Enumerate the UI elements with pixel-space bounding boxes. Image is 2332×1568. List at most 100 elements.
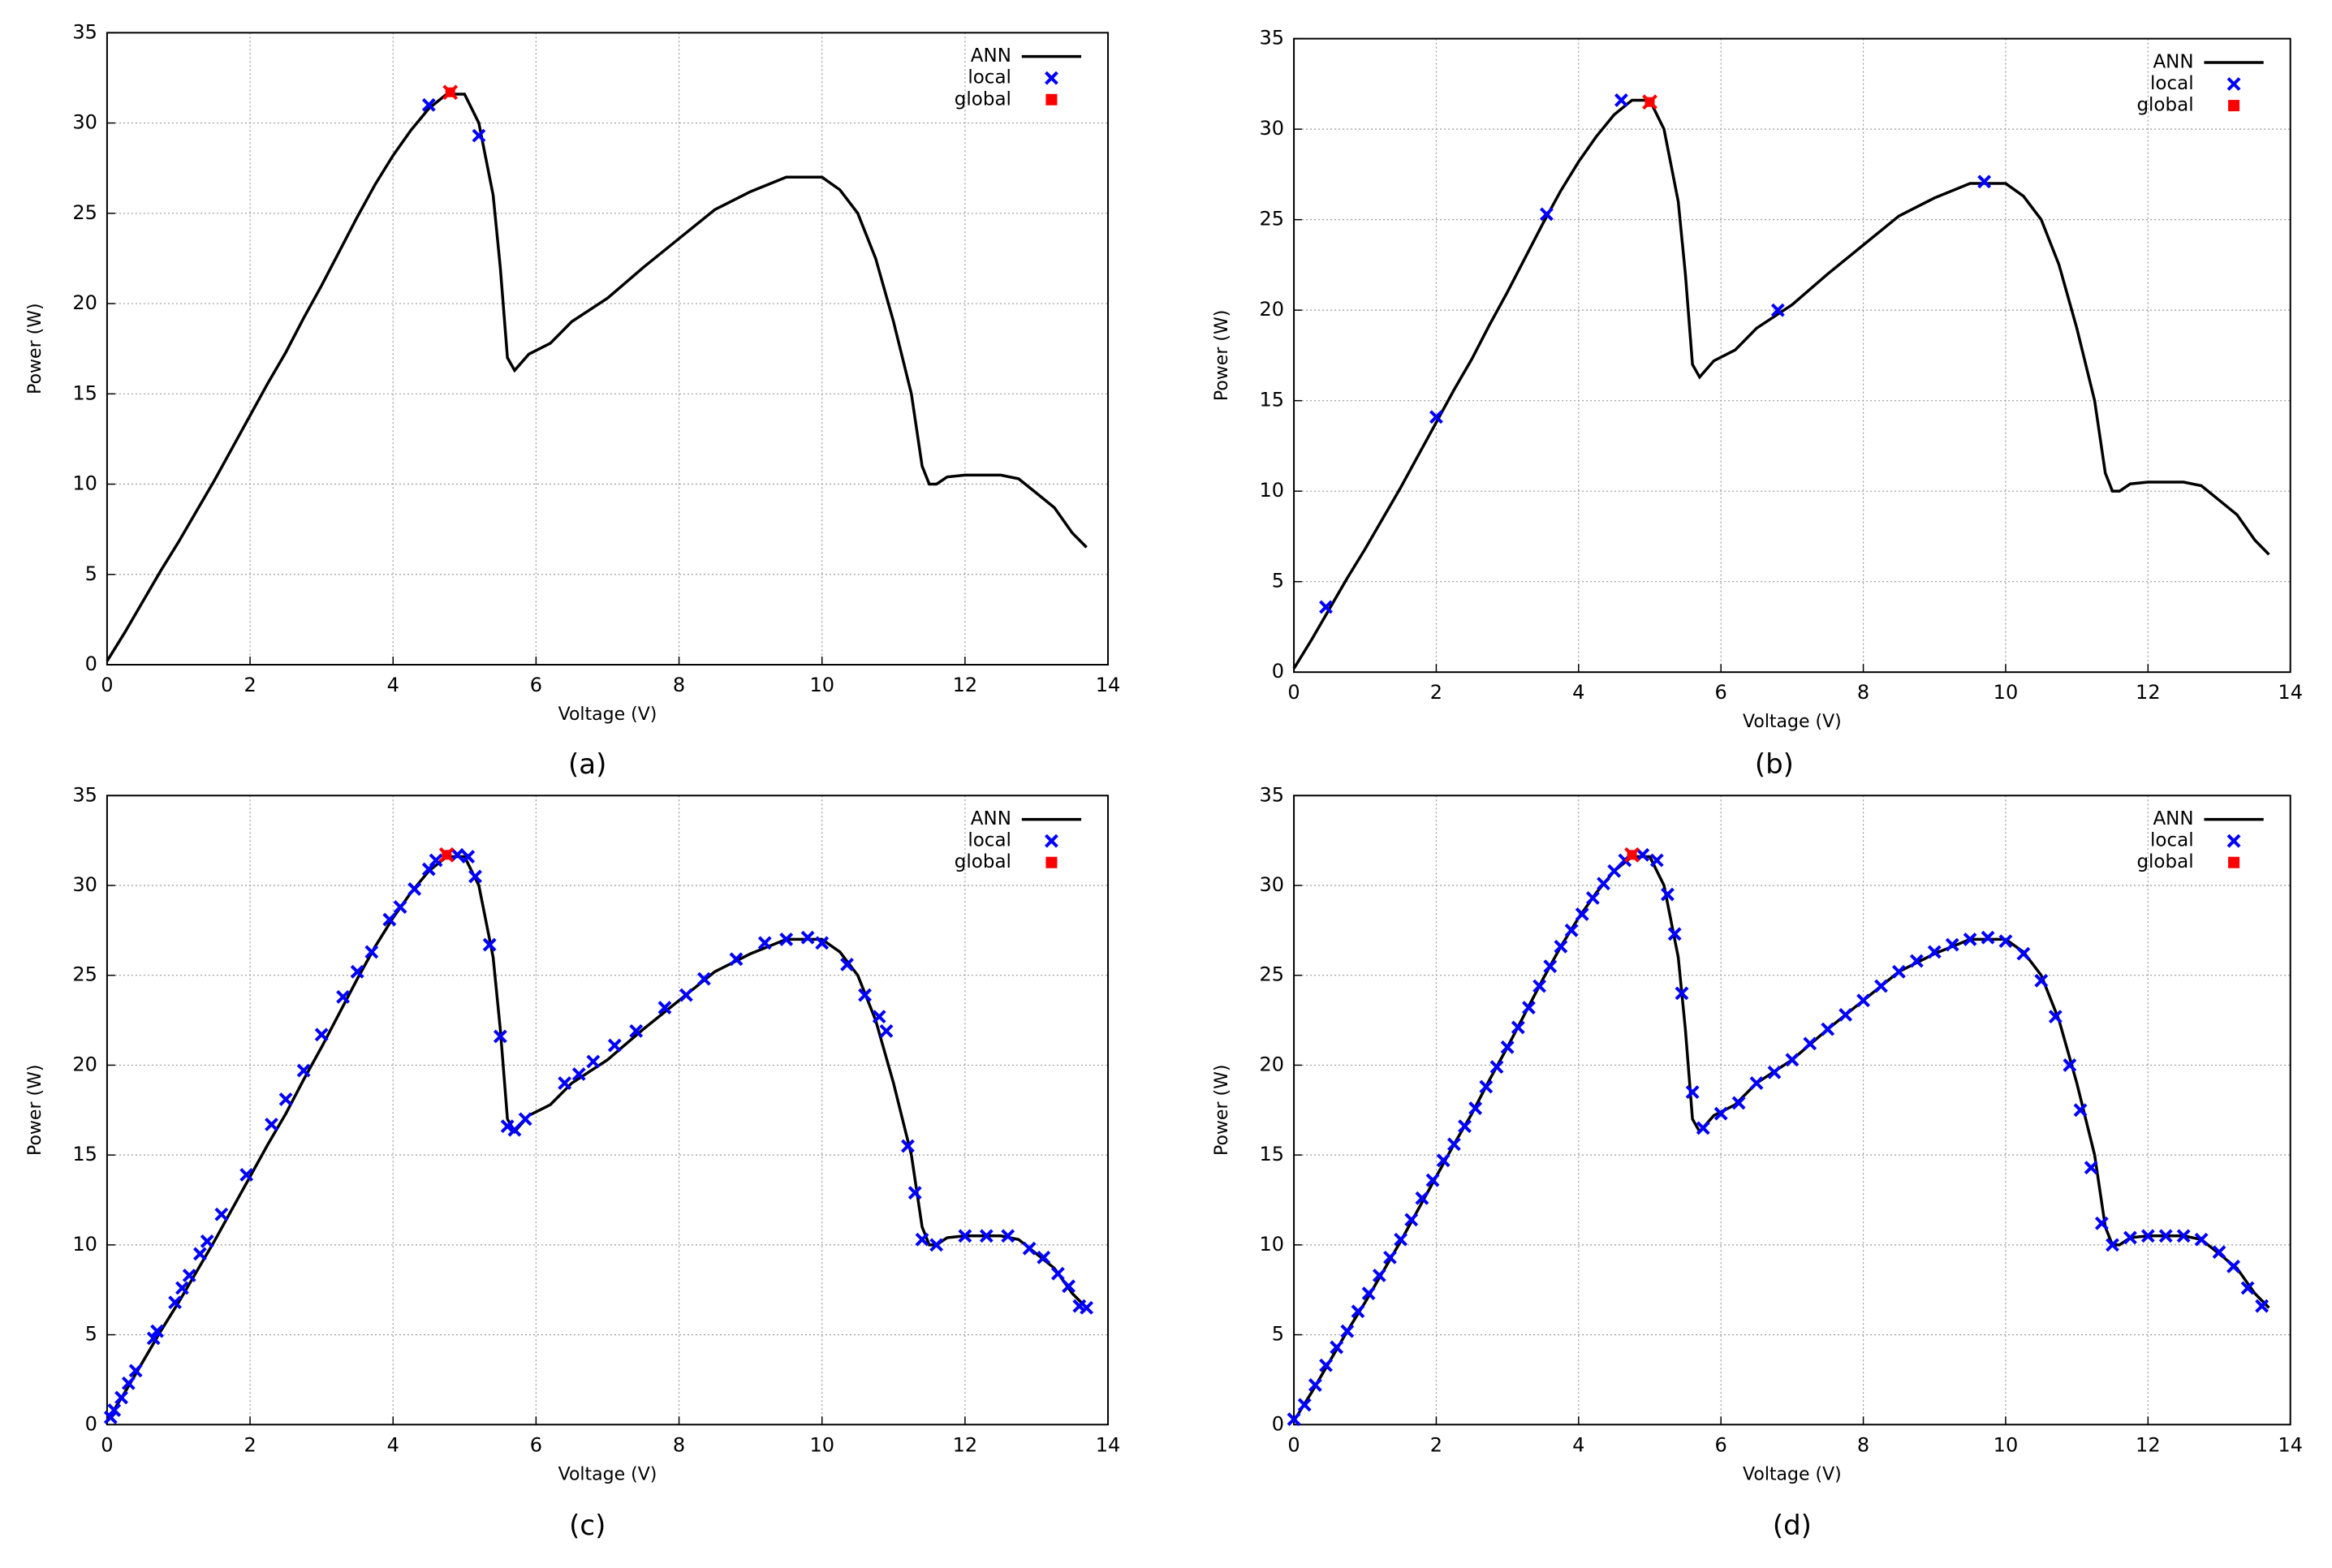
marker-local <box>979 1229 994 1243</box>
marker-local <box>2212 1245 2226 1260</box>
legend-swatch <box>1045 834 1058 848</box>
marker-global-cross <box>1624 846 1640 863</box>
marker-local <box>1372 1269 1386 1282</box>
marker-local <box>1429 410 1443 424</box>
marker-local <box>364 945 379 959</box>
marker-local <box>872 1010 886 1024</box>
marker-local <box>114 1390 128 1405</box>
legend-swatch <box>2228 100 2240 112</box>
legend-label: global <box>2136 95 2193 116</box>
marker-local <box>1636 847 1650 862</box>
y-tick-label: 25 <box>72 963 97 986</box>
y-tick-label: 30 <box>1260 873 1285 896</box>
y-tick-label: 30 <box>72 111 97 134</box>
y-tick-label: 15 <box>72 381 97 404</box>
x-axis-label: Voltage (V) <box>1743 1464 1842 1484</box>
chart: 0 2 4 6 8 10 12 14 0 5 10 15 20 25 30 35 Voltage (V) Powe… <box>1212 27 2303 781</box>
marker-local <box>2255 1299 2269 1313</box>
marker-local <box>1330 1340 1344 1355</box>
marker-local <box>1425 1173 1440 1187</box>
x-tick-label: 10 <box>1994 681 2019 704</box>
y-tick-label: 0 <box>1272 660 1284 683</box>
marker-local <box>1731 1096 1746 1110</box>
marker-local <box>1319 1358 1333 1372</box>
y-tick-label: 10 <box>72 472 97 495</box>
marker-local <box>239 1168 254 1182</box>
marker-local <box>507 1122 522 1137</box>
marker-local <box>679 988 693 1002</box>
marker-local <box>429 853 443 868</box>
legend-swatch <box>2226 834 2241 848</box>
y-axis-label: Power (W) <box>1212 310 1232 401</box>
marker-local <box>103 1411 118 1424</box>
y-tick-label: 30 <box>1260 117 1285 140</box>
marker-local <box>1001 1229 1015 1243</box>
marker-local <box>468 869 482 884</box>
marker-local <box>1351 1304 1365 1319</box>
marker-local <box>1022 1241 1037 1256</box>
marker-local <box>1287 1412 1301 1427</box>
x-tick-label: 2 <box>244 674 256 696</box>
marker-local <box>314 1027 329 1042</box>
marker-local <box>1554 939 1568 954</box>
caption: (c) <box>569 1510 606 1542</box>
y-tick-label: 25 <box>1260 963 1285 986</box>
marker-local <box>1998 934 2013 949</box>
marker-local <box>1297 1398 1312 1412</box>
marker-local <box>2063 1058 2077 1072</box>
marker-local <box>2176 1229 2191 1243</box>
legend-swatch <box>2226 77 2241 91</box>
marker-local <box>461 850 476 864</box>
y-tick-label: 10 <box>72 1233 97 1256</box>
x-tick-label: 0 <box>1287 681 1300 704</box>
x-tick-label: 4 <box>387 1433 399 1456</box>
x-tick-label: 6 <box>530 674 542 696</box>
marker-local <box>278 1092 293 1106</box>
marker-local <box>815 936 830 950</box>
marker-local <box>1062 1279 1076 1294</box>
legend-label: ANN <box>971 45 1011 67</box>
marker-local <box>421 97 436 112</box>
y-tick-label: 30 <box>72 873 97 896</box>
x-tick-label: 8 <box>1857 1433 1869 1456</box>
marker-local <box>107 1403 122 1418</box>
x-tick-label: 10 <box>1994 1433 2019 1456</box>
marker-local <box>2034 973 2049 988</box>
plot-frame <box>1293 37 2291 674</box>
marker-global-cross <box>438 846 455 863</box>
chart: 0 2 4 6 8 10 12 14 0 5 10 15 20 25 30 35 Voltage (V) Powe… <box>1212 783 2303 1542</box>
marker-local <box>2158 1229 2173 1243</box>
marker-local <box>929 1238 944 1252</box>
x-tick-label: 12 <box>2136 1433 2161 1456</box>
marker-local <box>696 971 711 986</box>
y-tick-label: 0 <box>1272 1412 1284 1435</box>
marker-local <box>1585 891 1600 905</box>
legend-swatch <box>1045 856 1058 868</box>
y-tick-label: 20 <box>1260 298 1285 321</box>
marker-local <box>2226 1260 2240 1273</box>
marker-local <box>407 882 422 896</box>
marker-local <box>1892 964 1906 979</box>
marker-local <box>1436 1153 1450 1168</box>
legend-label: local <box>2150 830 2194 851</box>
plot-frame <box>1293 795 2291 1426</box>
y-axis-label: Power (W) <box>25 1065 45 1156</box>
y-tick-label: 15 <box>72 1143 97 1165</box>
marker-local <box>2194 1232 2209 1247</box>
marker-local <box>1543 959 1558 974</box>
marker-local <box>1446 1137 1461 1152</box>
y-tick-label: 25 <box>72 201 97 224</box>
marker-local <box>265 1118 278 1131</box>
marker-local <box>2016 946 2031 961</box>
marker-local <box>2240 1281 2255 1295</box>
legend-label: global <box>2136 851 2193 872</box>
marker-local <box>393 900 407 914</box>
marker-local <box>1856 993 1870 1008</box>
marker-local <box>1050 1266 1065 1281</box>
marker-local <box>2123 1230 2137 1245</box>
legend-swatch <box>1045 71 1058 85</box>
x-tick-label: 8 <box>1857 681 1869 704</box>
x-tick-label: 4 <box>387 674 399 696</box>
